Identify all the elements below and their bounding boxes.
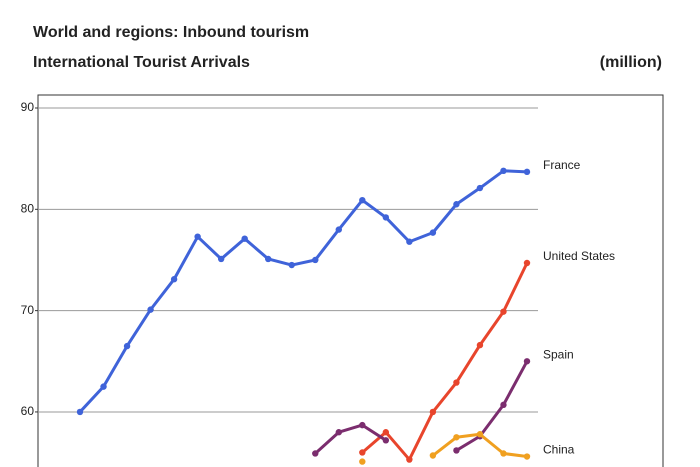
point bbox=[476, 431, 484, 438]
point bbox=[500, 167, 507, 175]
series-line bbox=[361, 262, 529, 462]
series-label: United States bbox=[543, 249, 615, 263]
point bbox=[476, 341, 484, 349]
point bbox=[335, 429, 342, 436]
point bbox=[476, 184, 484, 192]
plot-frame bbox=[37, 94, 664, 467]
point bbox=[76, 408, 84, 416]
point bbox=[500, 450, 507, 457]
chart-title: World and regions: Inbound tourism bbox=[33, 24, 309, 41]
point bbox=[453, 447, 460, 454]
chart-subtitle: International Tourist Arrivals bbox=[33, 54, 250, 71]
point bbox=[359, 196, 366, 204]
point bbox=[523, 259, 531, 267]
point bbox=[359, 421, 366, 429]
point bbox=[429, 408, 437, 416]
point bbox=[453, 201, 460, 208]
point bbox=[382, 214, 390, 221]
point bbox=[382, 437, 390, 444]
point bbox=[523, 453, 531, 460]
point bbox=[123, 342, 131, 350]
y-tick-label: 60 bbox=[21, 404, 35, 418]
point bbox=[406, 456, 413, 463]
point bbox=[100, 383, 107, 390]
point bbox=[241, 235, 248, 242]
point bbox=[359, 458, 366, 465]
point bbox=[500, 401, 507, 409]
series-label: Spain bbox=[543, 347, 574, 361]
point bbox=[406, 238, 413, 245]
unit-label: (million) bbox=[600, 54, 662, 71]
point bbox=[335, 226, 342, 233]
point bbox=[147, 306, 154, 313]
y-tick-label: 90 bbox=[21, 100, 35, 114]
point bbox=[359, 449, 366, 456]
point bbox=[312, 256, 319, 264]
point bbox=[288, 261, 295, 269]
y-tick-label: 80 bbox=[21, 201, 35, 215]
point bbox=[500, 308, 507, 315]
point bbox=[194, 233, 201, 240]
point bbox=[312, 450, 319, 457]
point bbox=[265, 255, 272, 263]
point bbox=[453, 434, 460, 441]
point bbox=[429, 229, 437, 236]
y-tick-label: 70 bbox=[21, 303, 35, 317]
series-label: China bbox=[543, 443, 575, 457]
plot-area bbox=[76, 167, 531, 465]
point bbox=[523, 358, 531, 365]
series-label: France bbox=[543, 158, 581, 172]
point bbox=[453, 379, 460, 386]
series-line bbox=[78, 169, 528, 413]
point bbox=[429, 452, 437, 459]
series-line bbox=[314, 360, 529, 455]
point bbox=[382, 429, 390, 436]
point bbox=[217, 255, 225, 263]
point bbox=[523, 168, 531, 176]
point bbox=[170, 276, 178, 283]
